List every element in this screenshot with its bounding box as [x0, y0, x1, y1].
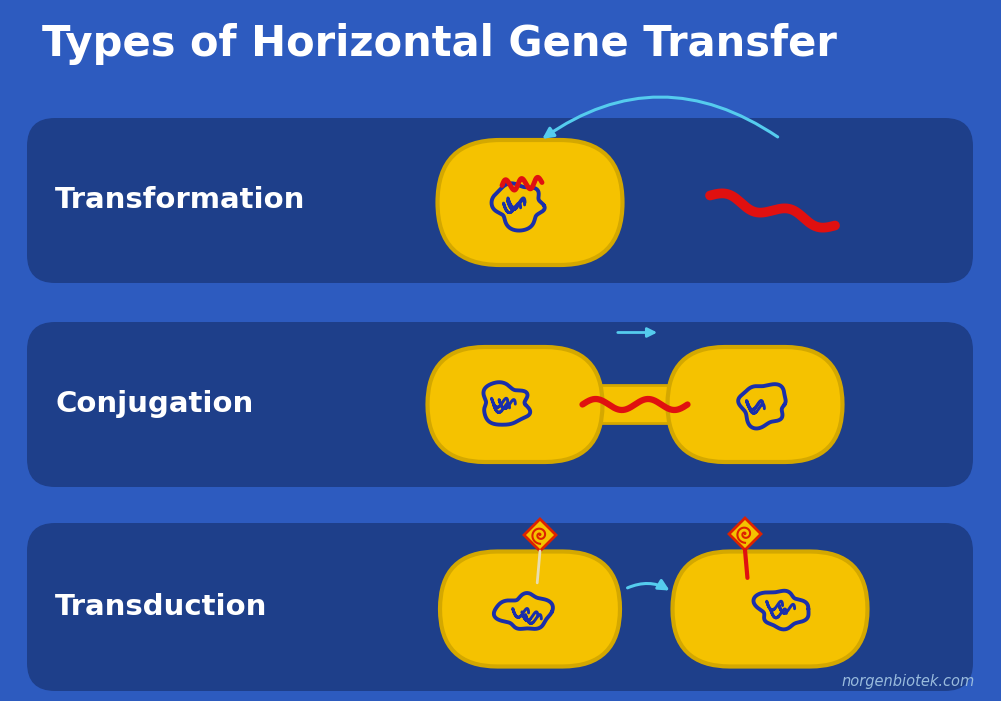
FancyBboxPatch shape: [427, 347, 603, 462]
Text: norgenbiotek.com: norgenbiotek.com: [842, 674, 975, 689]
FancyBboxPatch shape: [440, 552, 620, 667]
Text: Types of Horizontal Gene Transfer: Types of Horizontal Gene Transfer: [42, 23, 837, 65]
FancyBboxPatch shape: [673, 552, 868, 667]
FancyBboxPatch shape: [437, 140, 623, 265]
FancyBboxPatch shape: [668, 347, 843, 462]
Polygon shape: [729, 518, 761, 550]
FancyBboxPatch shape: [27, 322, 973, 487]
Text: Conjugation: Conjugation: [55, 390, 253, 418]
Polygon shape: [524, 519, 556, 551]
Text: Transduction: Transduction: [55, 593, 267, 621]
Text: Transformation: Transformation: [55, 186, 305, 215]
FancyBboxPatch shape: [27, 118, 973, 283]
FancyBboxPatch shape: [573, 386, 698, 423]
FancyBboxPatch shape: [27, 523, 973, 691]
